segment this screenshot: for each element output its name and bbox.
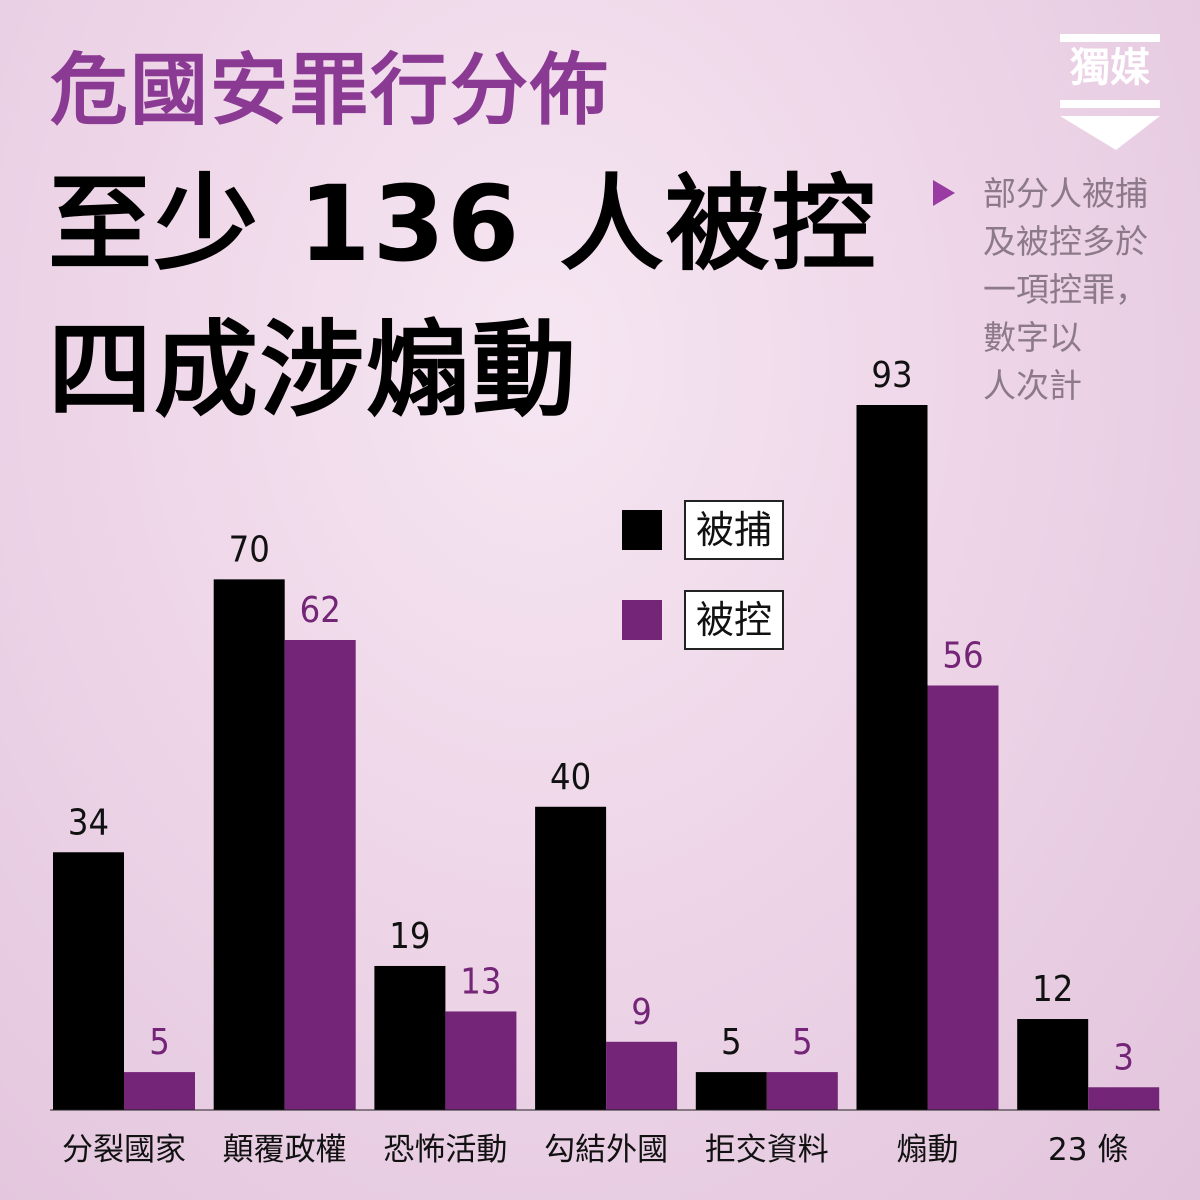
footnote-line: 及被控多於 bbox=[983, 222, 1148, 261]
footnote-line: 人次計 bbox=[983, 366, 1082, 405]
footnote-line: 一項控罪， bbox=[983, 270, 1148, 309]
legend-swatch-arrested bbox=[622, 510, 662, 550]
data-label-charged: 3 bbox=[1113, 1037, 1134, 1078]
footnote: 部分人被捕 及被控多於 一項控罪， 數字以 人次計 bbox=[983, 170, 1183, 410]
bar-charged bbox=[766, 1072, 838, 1110]
bar-charged bbox=[606, 1041, 678, 1110]
logo-bottom-bar bbox=[1060, 100, 1160, 108]
bar-arrested bbox=[856, 405, 928, 1110]
bar-arrested bbox=[1017, 1019, 1089, 1110]
category-label: 拒交資料 bbox=[705, 1132, 829, 1168]
data-label-arrested: 34 bbox=[68, 802, 109, 843]
bar-arrested bbox=[374, 965, 446, 1110]
triangle-marker-icon bbox=[933, 180, 955, 206]
legend-label-arrested: 被捕 bbox=[684, 500, 785, 560]
data-label-arrested: 19 bbox=[389, 916, 430, 957]
bar-charged bbox=[124, 1072, 195, 1110]
legend-label-charged: 被控 bbox=[684, 590, 785, 650]
data-label-arrested: 93 bbox=[871, 355, 912, 396]
data-label-arrested: 5 bbox=[721, 1022, 742, 1063]
data-label-charged: 62 bbox=[300, 590, 341, 631]
bar-arrested bbox=[695, 1072, 767, 1110]
footnote-line: 數字以 bbox=[983, 318, 1082, 357]
category-label: 23 條 bbox=[1048, 1132, 1128, 1168]
data-label-charged: 13 bbox=[460, 961, 501, 1002]
headline-line-2: 四成涉煽動 bbox=[48, 309, 579, 431]
legend-swatch-charged bbox=[622, 600, 662, 640]
data-label-arrested: 70 bbox=[229, 529, 270, 570]
data-label-charged: 5 bbox=[149, 1022, 170, 1063]
data-label-charged: 5 bbox=[792, 1022, 813, 1063]
bar-arrested bbox=[53, 852, 124, 1110]
bar-charged bbox=[1088, 1087, 1160, 1110]
logo-text: 獨媒 bbox=[1070, 45, 1150, 91]
logo: 獨媒 bbox=[1060, 34, 1160, 164]
footnote-line: 部分人被捕 bbox=[983, 174, 1148, 213]
category-label: 勾結外國 bbox=[544, 1132, 668, 1168]
data-label-arrested: 12 bbox=[1032, 969, 1073, 1010]
bar-charged bbox=[284, 640, 356, 1110]
bar-arrested bbox=[213, 579, 285, 1110]
bar-charged bbox=[927, 685, 999, 1110]
data-label-charged: 56 bbox=[942, 635, 983, 676]
category-label: 顛覆政權 bbox=[223, 1132, 347, 1168]
headline-line-1: 至少 136 人被控 bbox=[48, 163, 878, 285]
category-label: 分裂國家 bbox=[62, 1132, 186, 1168]
bar-arrested bbox=[535, 806, 607, 1110]
kicker-title: 危國安罪行分佈 bbox=[50, 45, 611, 136]
data-label-charged: 9 bbox=[631, 992, 652, 1033]
speech-tail-icon bbox=[1060, 116, 1160, 150]
data-label-arrested: 40 bbox=[550, 757, 591, 798]
category-label: 煽動 bbox=[897, 1132, 959, 1168]
category-label: 恐怖活動 bbox=[383, 1132, 507, 1168]
bar-charged bbox=[445, 1011, 517, 1110]
logo-top-bar bbox=[1060, 34, 1160, 42]
